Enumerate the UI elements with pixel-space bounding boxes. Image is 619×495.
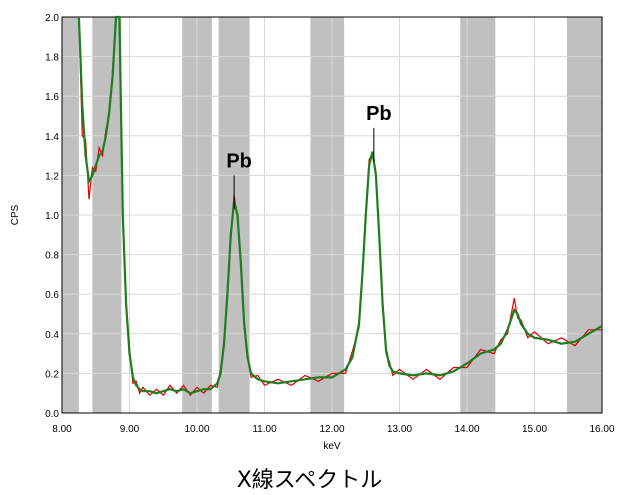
y-tick-label: 0.6 bbox=[45, 290, 59, 301]
peak-annotations: Pb Pb bbox=[226, 103, 392, 210]
y-tick-label: 1.0 bbox=[45, 211, 59, 222]
plot-frame bbox=[61, 16, 603, 414]
x-tick-label: 16.00 bbox=[589, 424, 614, 435]
spectrum-chart: 8.00 9.00 10.00 11.00 12.00 13.00 14.00 15.00 16… bbox=[10, 13, 615, 452]
x-tick-label: 15.00 bbox=[522, 424, 547, 435]
y-tick-label: 0.8 bbox=[45, 251, 59, 262]
series-lines bbox=[77, 15, 603, 397]
x-axis-label: keV bbox=[323, 441, 341, 452]
x-tick-label: 13.00 bbox=[387, 424, 412, 435]
series-line bbox=[77, 15, 603, 395]
x-tick-label: 10.00 bbox=[184, 424, 209, 435]
peak-label: Pb bbox=[226, 150, 252, 172]
y-tick-label: 0.4 bbox=[45, 330, 59, 341]
x-tick-label: 8.00 bbox=[52, 424, 72, 435]
y-tick-label: 1.4 bbox=[45, 132, 59, 143]
y-tick-label: 1.6 bbox=[45, 92, 59, 103]
y-tick-label: 2.0 bbox=[45, 13, 59, 24]
x-tick-label: 14.00 bbox=[454, 424, 479, 435]
grid-lines bbox=[61, 16, 603, 414]
y-tick-label: 0.2 bbox=[45, 369, 59, 380]
y-tick-label: 1.8 bbox=[45, 53, 59, 64]
x-tick-label: 11.00 bbox=[252, 424, 277, 435]
figure-caption: X線スペクトル bbox=[236, 468, 383, 493]
x-tick-label: 9.00 bbox=[120, 424, 140, 435]
y-tick-label: 0.0 bbox=[45, 409, 59, 420]
peak-label: Pb bbox=[366, 103, 392, 125]
x-tick-label: 12.00 bbox=[319, 424, 344, 435]
y-tick-labels: 0.0 0.2 0.4 0.6 0.8 1.0 1.2 1.4 1.6 1.8 2.0 bbox=[45, 13, 59, 420]
y-tick-label: 1.2 bbox=[45, 171, 59, 182]
x-tick-labels: 8.00 9.00 10.00 11.00 12.00 13.00 14.00 15.00 16… bbox=[52, 424, 615, 435]
y-axis-label: CPS bbox=[10, 204, 21, 225]
